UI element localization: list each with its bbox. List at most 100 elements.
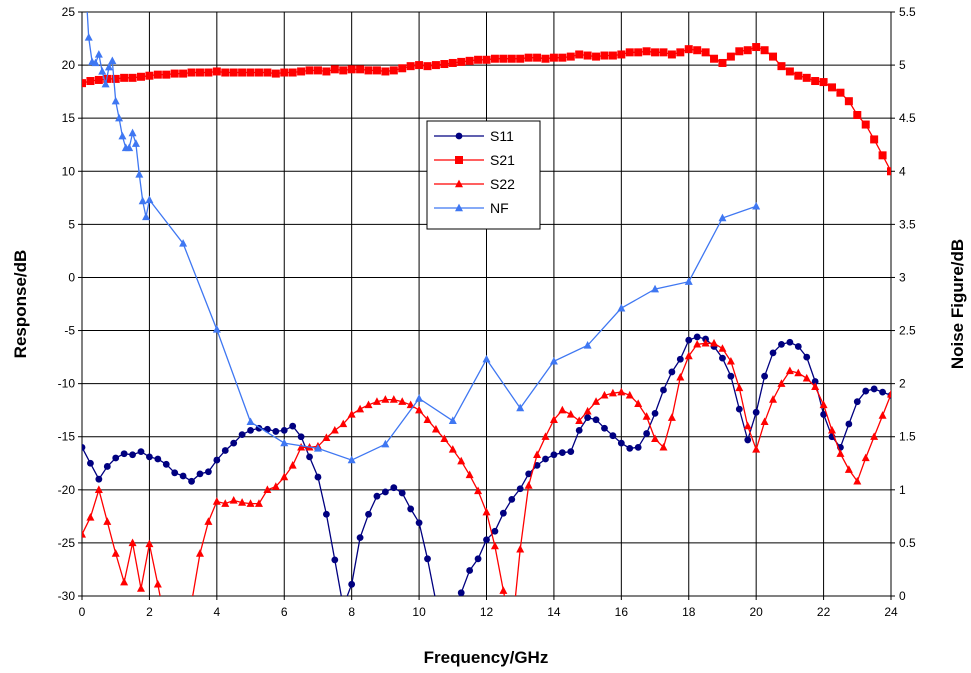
data-point-s11 <box>870 385 878 393</box>
data-point-s21 <box>136 72 145 81</box>
data-point-s11 <box>162 460 170 468</box>
data-point-s21 <box>710 54 719 63</box>
data-point-nf <box>415 394 424 402</box>
legend-item-s21: S21 <box>434 152 515 168</box>
data-point-s21 <box>836 88 845 97</box>
data-point-s11 <box>651 409 659 417</box>
y-tick-label: -20 <box>58 483 76 497</box>
data-point-s11 <box>390 484 398 492</box>
data-point-nf <box>752 201 761 210</box>
data-point-s11 <box>457 589 465 596</box>
data-point-s22 <box>844 465 853 473</box>
data-point-s21 <box>769 52 778 61</box>
data-point-s21 <box>364 66 373 75</box>
data-point-s22 <box>229 496 238 504</box>
data-point-s11 <box>82 443 86 451</box>
y2-tick-label: 1.5 <box>899 430 916 444</box>
data-point-s21 <box>853 110 862 119</box>
data-point-s11 <box>525 470 533 478</box>
x-tick-label: 2 <box>146 605 153 619</box>
data-point-s22 <box>482 507 491 516</box>
data-point-s22 <box>263 485 272 494</box>
series-s11 <box>82 333 891 610</box>
data-point-nf <box>111 96 120 105</box>
data-point-s22 <box>794 368 803 377</box>
data-point-nf <box>179 239 188 247</box>
data-point-s22 <box>693 339 702 348</box>
data-point-s21 <box>701 48 710 57</box>
data-point-s21 <box>474 55 483 64</box>
data-point-s11 <box>449 603 456 610</box>
data-point-s11 <box>247 426 254 434</box>
data-point-s11 <box>778 340 785 348</box>
data-point-s21 <box>120 73 129 82</box>
data-point-s22 <box>600 390 609 399</box>
data-point-nf <box>131 139 140 147</box>
data-point-s11 <box>272 428 280 435</box>
data-point-s21 <box>524 53 533 62</box>
data-point-s11 <box>146 453 153 461</box>
data-point-s21 <box>406 62 415 71</box>
data-point-s22 <box>819 400 828 409</box>
data-point-nf <box>583 341 592 349</box>
data-point-nf <box>651 284 660 293</box>
data-point-s11 <box>466 567 474 574</box>
data-point-s22 <box>280 472 289 481</box>
data-point-s22 <box>431 424 440 433</box>
data-point-s21 <box>288 68 297 77</box>
data-point-s22 <box>356 404 365 413</box>
data-point-s11 <box>845 420 853 428</box>
data-point-s22 <box>861 453 870 462</box>
data-point-s22 <box>490 541 499 550</box>
data-point-s22 <box>254 499 263 507</box>
data-point-nf <box>104 62 113 71</box>
data-point-s22 <box>457 456 466 465</box>
data-point-s11 <box>668 368 676 376</box>
data-point-s22 <box>381 395 390 403</box>
data-point-s21 <box>305 66 314 75</box>
data-point-s22 <box>777 379 786 387</box>
legend-item-s11: S11 <box>434 128 514 144</box>
data-point-s22 <box>246 499 255 507</box>
data-point-s11 <box>685 336 693 344</box>
data-point-s22 <box>103 517 112 525</box>
data-point-nf <box>549 356 558 365</box>
data-point-s22 <box>870 432 879 440</box>
data-point-s11 <box>634 443 642 451</box>
data-point-s21 <box>187 68 196 77</box>
data-point-s11 <box>171 469 179 477</box>
data-point-s21 <box>415 61 424 70</box>
y2-tick-label: 4 <box>899 164 906 178</box>
x-tick-label: 10 <box>412 605 426 619</box>
data-point-s21 <box>592 52 601 61</box>
data-point-s11 <box>103 463 111 470</box>
data-point-s22 <box>769 395 778 403</box>
data-point-s22 <box>474 486 483 495</box>
data-point-s11 <box>744 436 752 444</box>
data-point-s21 <box>558 53 567 62</box>
data-point-nf <box>142 212 151 221</box>
y-tick-label: -25 <box>58 536 76 550</box>
data-point-s22 <box>608 388 617 397</box>
data-point-s11 <box>322 510 330 518</box>
data-point-s21 <box>659 48 668 57</box>
x-axis-ticks: 0 2 4 6 8 10 12 14 16 18 20 22 24 <box>79 596 898 619</box>
y-tick-label: 25 <box>62 5 76 19</box>
series-layer <box>82 12 891 610</box>
data-point-s22 <box>760 417 769 426</box>
data-point-s11 <box>238 431 246 439</box>
y-tick-label: 0 <box>68 270 75 284</box>
legend-label-s21: S21 <box>490 152 515 168</box>
data-point-s22 <box>651 434 660 443</box>
data-point-s11 <box>803 353 811 361</box>
data-point-s11 <box>609 432 617 440</box>
data-point-s11 <box>862 387 870 395</box>
data-point-s22 <box>592 397 601 405</box>
data-point-s21 <box>718 58 727 67</box>
data-point-s22 <box>617 387 626 396</box>
y2-tick-label: 3 <box>899 270 906 284</box>
data-point-s21 <box>642 47 651 56</box>
data-point-nf <box>347 455 356 464</box>
data-point-nf <box>313 444 322 452</box>
data-point-s11 <box>129 451 136 459</box>
